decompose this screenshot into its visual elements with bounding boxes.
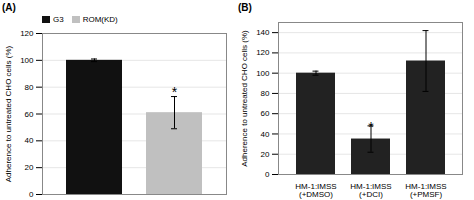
svg-text:Adherence to untreated CHO cel: Adherence to untreated CHO cells (%)	[4, 45, 13, 182]
svg-text:20: 20	[261, 150, 270, 159]
html-text:ROM(KD): ROM(KD)	[82, 14, 118, 24]
svg-text:80: 80	[261, 89, 270, 98]
svg-text:120: 120	[256, 48, 270, 57]
svg-text:HM-1:IMSS(+PMSF): HM-1:IMSS(+PMSF)	[405, 182, 446, 199]
html-text:(A): (A)	[2, 2, 16, 13]
svg-text:60: 60	[261, 109, 270, 118]
svg-text:80: 80	[25, 83, 34, 92]
svg-text:20: 20	[25, 163, 34, 172]
svg-text:100: 100	[20, 56, 34, 65]
svg-text:HM-1:IMSS(+DMSO): HM-1:IMSS(+DMSO)	[295, 182, 336, 199]
svg-text:0: 0	[265, 170, 270, 179]
svg-text:0: 0	[29, 190, 34, 199]
svg-text:40: 40	[261, 130, 270, 139]
svg-text:40: 40	[25, 136, 34, 145]
svg-text:*: *	[368, 119, 374, 135]
svg-text:Adherence to untreated CHO cel: Adherence to untreated CHO cells (%)	[240, 30, 249, 167]
html-text:G3: G3	[53, 14, 64, 24]
svg-text:100: 100	[256, 69, 270, 78]
html-text:(B): (B)	[238, 2, 252, 13]
svg-text:140: 140	[256, 28, 270, 37]
svg-text:HM-1:IMSS(+DCI): HM-1:IMSS(+DCI)	[350, 182, 391, 199]
svg-text:120: 120	[20, 29, 34, 38]
svg-text:60: 60	[25, 110, 34, 119]
svg-text:*: *	[172, 84, 178, 100]
